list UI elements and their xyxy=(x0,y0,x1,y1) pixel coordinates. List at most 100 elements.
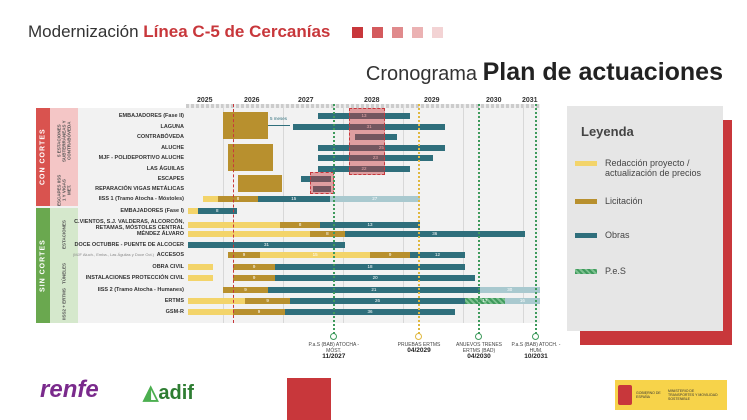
row-label: IISS 1 (Tramo Atocha - Móstoles) xyxy=(98,196,184,202)
group-band-con-cortes xyxy=(36,108,50,206)
milestone-marker xyxy=(532,333,539,340)
year-gridline xyxy=(403,104,404,323)
milestone-marker xyxy=(415,333,422,340)
year-gridline xyxy=(523,104,524,323)
legend: Leyenda Redacción proyecto / actualizaci… xyxy=(567,106,723,331)
bar-redaccion: 15 xyxy=(260,252,370,258)
bar-obras: 25 xyxy=(317,145,445,151)
year-label: 2028 xyxy=(364,97,380,104)
adif-logo: ◭adif xyxy=(143,380,194,405)
bar-obras: 21 xyxy=(268,287,480,293)
row-label: MÉNDEZ ÁLVARO xyxy=(136,231,184,237)
group-band-sin-cortes xyxy=(36,208,50,323)
row-label: ACCESOS xyxy=(156,252,184,258)
bar-obras xyxy=(313,186,331,192)
page-title: Modernización Línea C-5 de Cercanías xyxy=(28,22,330,42)
subgroup-label: TÚNELES xyxy=(61,263,67,285)
legend-title: Leyenda xyxy=(581,124,634,139)
milestone-date: 04/2030 xyxy=(467,353,491,360)
annotation-arrow xyxy=(268,125,290,126)
bar-obras_light: 16 xyxy=(505,298,540,304)
milestone-label: ANUEVOS TRENES ERTMS (BAD) 04/2030 xyxy=(449,342,509,360)
bar-obras: 18 xyxy=(275,264,465,270)
bar-licitacion: 9 xyxy=(370,252,411,258)
gobierno-text: GOBIERNO DE ESPAÑA xyxy=(636,391,661,399)
bar-redaccion xyxy=(203,196,219,202)
legend-item: Redacción proyecto / actualización de pr… xyxy=(575,158,723,178)
year-gridline xyxy=(343,104,344,323)
bar-redaccion xyxy=(188,231,310,237)
bar-pes: 17 xyxy=(464,298,505,304)
bar-obras: 20 xyxy=(275,275,475,281)
today-line xyxy=(233,104,235,323)
subgroup-label: ESCAPES IISS 1 Y VIGAS MET. xyxy=(56,174,72,206)
year-label: 2030 xyxy=(486,97,502,104)
row-note: (MJF Aluch., Emba., Las Águilas y Doce O… xyxy=(72,252,154,257)
cut-period-box xyxy=(349,108,385,175)
year-label: 2027 xyxy=(298,97,314,104)
subgroup-label: IISS2 + ERTMS xyxy=(61,288,67,321)
subgroup-band xyxy=(50,208,78,323)
milestone-text: ANUEVOS TRENES ERTMS (BAD) xyxy=(455,342,503,354)
bar-obras: 26 xyxy=(290,298,465,304)
title-highlight: Línea C-5 de Cercanías xyxy=(143,22,331,41)
bar-obras: 13 xyxy=(317,113,411,119)
licitacion-block xyxy=(227,144,273,171)
bar-obras_light: 30 xyxy=(479,287,540,293)
decor-square xyxy=(352,27,363,38)
row-label: OBRA CIVIL xyxy=(152,264,184,270)
year-label: 2029 xyxy=(424,97,440,104)
year-label: 2026 xyxy=(244,97,260,104)
bar-obras: 31 xyxy=(188,242,345,248)
legend-swatch xyxy=(575,161,597,166)
row-label: CONTRABÓVEDA xyxy=(136,134,184,140)
bar-obras: 13 xyxy=(320,222,420,228)
legend-swatch xyxy=(575,233,597,238)
bar-licitacion: 9 xyxy=(233,309,285,315)
milestone-date: 04/2029 xyxy=(407,347,431,354)
year-label: 2031 xyxy=(522,97,538,104)
milestone-label: PRUEBAS ERTMS 04/2029 xyxy=(389,342,449,354)
bar-licitacion: 9 xyxy=(223,287,268,293)
row-label: INSTALACIONES PROTECCIÓN CIVIL xyxy=(85,275,184,281)
bar-redaccion xyxy=(188,275,213,281)
row-label: EMBAJADORES (Fase II) xyxy=(118,113,184,119)
legend-shadow xyxy=(723,120,732,345)
milestone-date: 10/2031 xyxy=(524,353,548,360)
bar-obras xyxy=(301,176,331,182)
year-gridline xyxy=(283,104,284,323)
milestone-label: P.a.S (BAB) ATOCH. - HUM. 10/2031 xyxy=(506,342,566,360)
milestone-line xyxy=(478,104,480,334)
year-gridline xyxy=(463,104,464,323)
year-label: 2025 xyxy=(197,97,213,104)
bar-licitacion: 9 xyxy=(233,264,276,270)
row-label: DOCE OCTUBRE - PUENTE DE ALCOCER xyxy=(74,242,185,248)
bar-licitacion: 9 xyxy=(227,252,261,258)
ministerio-text: MINISTERIO DE TRANSPORTES Y MOVILIDAD SO… xyxy=(668,389,718,401)
subgroup-label: 5 ESTACIONES SUBTERRÁNEAS Y CONTRABÓVEDA xyxy=(56,120,72,162)
bar-licitacion: 8 xyxy=(280,222,321,228)
decor-square xyxy=(412,27,423,38)
bar-licitacion: 8 xyxy=(310,231,345,237)
milestone-text: PRUEBAS ERTMS xyxy=(397,342,441,348)
bar-redaccion xyxy=(188,264,213,270)
milestone-text: P.a.S (BAB) ATOCH. - HUM. xyxy=(511,342,561,354)
row-label: GSM-R xyxy=(165,309,184,315)
milestone-line xyxy=(332,104,335,334)
renfe-logo: renfe xyxy=(40,376,99,403)
row-label: IISS 2 (Tramo Atocha - Humanes) xyxy=(97,287,184,293)
bar-obras: 31 xyxy=(293,124,445,130)
page-subtitle: Cronograma Plan de actuaciones xyxy=(366,58,723,87)
adif-logo-text: adif xyxy=(158,382,194,404)
decor-square xyxy=(372,27,383,38)
decor-square xyxy=(432,27,443,38)
milestone-line xyxy=(535,104,537,334)
row-label: ESCAPES xyxy=(157,176,184,182)
bar-obras_light: 27 xyxy=(329,196,420,202)
adif-logo-mark: ◭ xyxy=(143,382,159,404)
legend-label: P.e.S xyxy=(605,266,626,276)
bar-obras: 36 xyxy=(344,231,525,237)
milestone-marker xyxy=(475,333,482,340)
milestone-label: P.a.S (BAB) ATOCHA -MÓST. 11/2027 xyxy=(304,342,364,360)
milestone-marker xyxy=(329,333,337,340)
